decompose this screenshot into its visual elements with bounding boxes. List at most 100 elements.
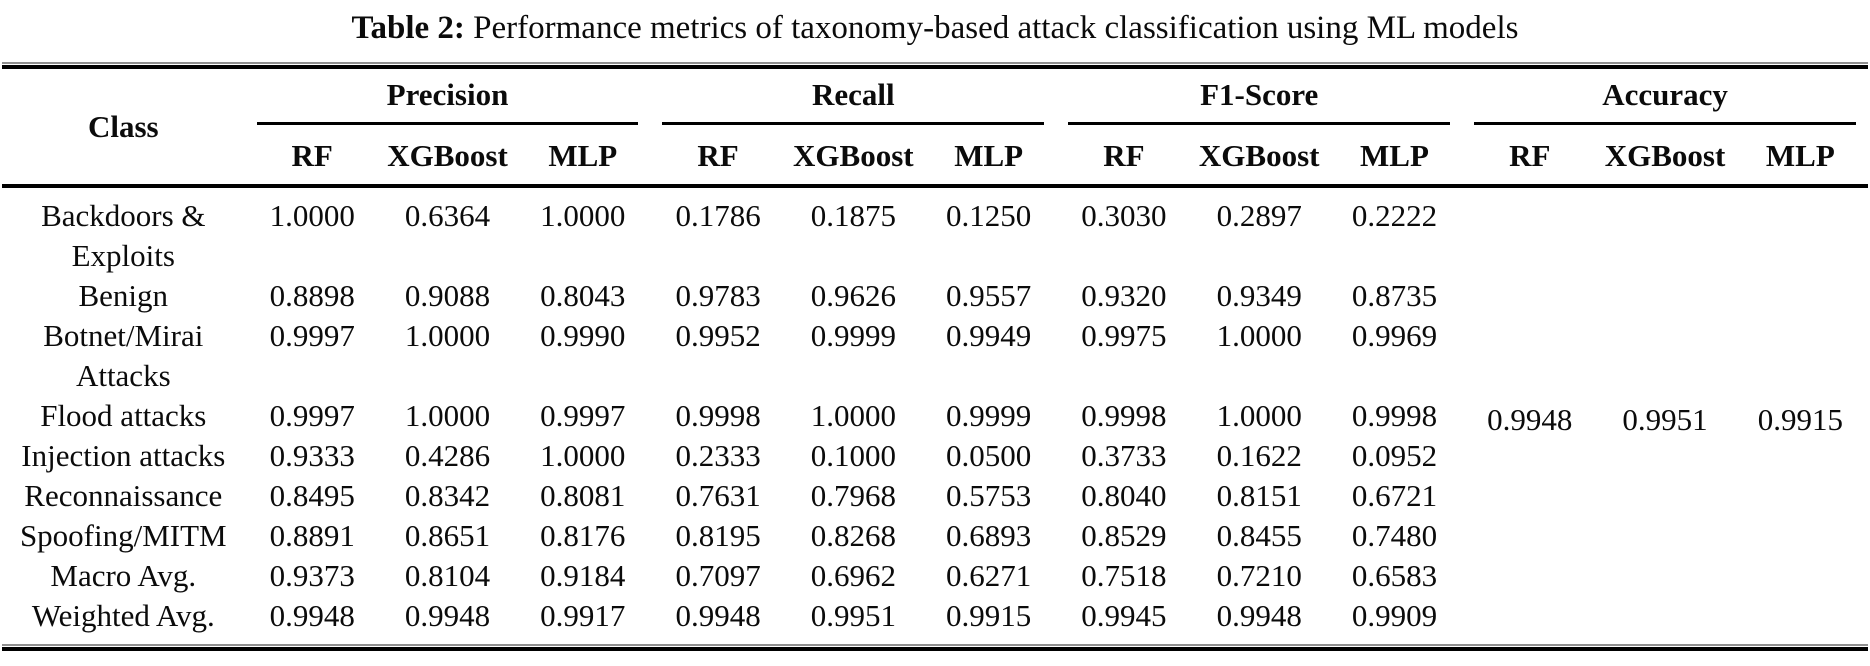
table-row: Flood attacks 0.9997 1.0000 0.9997 0.9998 1.0… [2, 396, 1868, 436]
metric-cell: 0.1250 [946, 198, 1032, 233]
table-bottom-rule [2, 644, 1868, 651]
metric-cell: 0.9333 [269, 438, 355, 473]
table-row: Injection attacks 0.9333 0.4286 1.0000 0.233… [2, 436, 1868, 476]
metric-cell: 0.6721 [1351, 478, 1438, 513]
metric-cell: 0.9990 [540, 318, 626, 353]
metric-cell: 0.9915 [946, 598, 1032, 633]
metric-cell: 0.1875 [810, 198, 896, 233]
metric-cell: 0.0952 [1351, 438, 1438, 473]
column-header-class: Class [2, 69, 245, 188]
metric-cell: 0.5753 [946, 478, 1032, 513]
metric-cell: 0.8043 [540, 278, 626, 313]
metric-cell: 0.9998 [1351, 398, 1438, 433]
metric-cell: 0.4286 [404, 438, 491, 473]
model-header-recall-mlp: MLP [920, 125, 1057, 188]
metric-cell: 0.9999 [946, 398, 1032, 433]
class-cell: Botnet/Mirai Attacks [43, 318, 204, 393]
metric-cell: 0.9951 [810, 598, 896, 633]
metric-cell: 1.0000 [269, 198, 355, 233]
accuracy-cell: 0.9948 [1487, 402, 1573, 437]
metric-cell: 0.9373 [269, 558, 355, 593]
class-cell: Benign [78, 278, 169, 313]
metric-cell: 0.8268 [810, 518, 896, 553]
metric-cell: 0.9320 [1081, 278, 1167, 313]
model-header-precision-mlp: MLP [515, 125, 651, 188]
metric-cell: 0.8104 [404, 558, 491, 593]
metric-cell: 1.0000 [404, 398, 491, 433]
metric-cell: 0.9948 [1216, 598, 1302, 633]
metric-cell: 0.1000 [810, 438, 896, 473]
metric-cell: 0.9948 [269, 598, 355, 633]
metric-cell: 0.8898 [269, 278, 355, 313]
table-row: Macro Avg. 0.9373 0.8104 0.9184 0.7097 0.6962… [2, 556, 1868, 596]
metric-cell: 0.9949 [946, 318, 1032, 353]
metric-cell: 0.9349 [1216, 278, 1302, 313]
class-cell: Reconnaissance [24, 478, 223, 513]
table-row: Botnet/Mirai Attacks 0.9997 1.0000 0.9990 0.… [2, 316, 1868, 396]
metric-cell: 0.9997 [269, 318, 355, 353]
metric-cell: 0.2333 [675, 438, 761, 473]
model-header-recall-xgboost: XGBoost [785, 125, 921, 188]
metric-cell: 0.8342 [404, 478, 491, 513]
metric-cell: 0.9948 [404, 598, 491, 633]
metric-cell: 0.0500 [946, 438, 1032, 473]
model-header-accuracy-rf: RF [1462, 125, 1598, 188]
model-header-f1-score-rf: RF [1056, 125, 1192, 188]
metric-cell: 0.9917 [540, 598, 626, 633]
group-header-row: Class Precision Recall F1-Score Accuracy [2, 69, 1868, 188]
metric-cell: 0.9998 [675, 398, 761, 433]
metric-cell: 0.8891 [269, 518, 355, 553]
group-header-f1-score-label: F1-Score [1068, 77, 1451, 125]
accuracy-cell: 0.9915 [1757, 402, 1843, 437]
metric-cell: 0.6583 [1351, 558, 1438, 593]
metric-cell: 0.9948 [675, 598, 761, 633]
table-row: Weighted Avg. 0.9948 0.9948 0.9917 0.9948 0.9… [2, 596, 1868, 644]
model-header-precision-rf: RF [244, 125, 380, 188]
metrics-table: Class Precision Recall F1-Score Accuracy… [2, 69, 1868, 644]
metric-cell: 0.9909 [1351, 598, 1438, 633]
metric-cell: 0.8529 [1081, 518, 1167, 553]
model-header-f1-score-mlp: MLP [1326, 125, 1463, 188]
metric-cell: 0.8195 [675, 518, 761, 553]
metric-cell: 0.3733 [1081, 438, 1167, 473]
metric-cell: 0.7210 [1216, 558, 1302, 593]
class-cell: Spoofing/MITM [19, 518, 227, 553]
table-body: Backdoors & Exploits 1.0000 0.6364 1.0000 0.… [2, 186, 1868, 644]
metric-cell: 1.0000 [1216, 398, 1302, 433]
metric-cell: 0.7631 [675, 478, 761, 513]
table-caption-label: Table 2: [351, 10, 465, 46]
metric-cell: 0.6962 [810, 558, 896, 593]
metric-cell: 0.9999 [810, 318, 896, 353]
class-cell: Backdoors & Exploits [41, 198, 206, 273]
metric-cell: 0.9184 [540, 558, 626, 593]
table-caption: Table 2: Performance metrics of taxonomy… [0, 4, 1870, 62]
metric-cell: 0.9557 [946, 278, 1032, 313]
metric-cell: 0.9997 [269, 398, 355, 433]
table-row: Reconnaissance 0.8495 0.8342 0.8081 0.7631 0.… [2, 476, 1868, 516]
metric-cell: 0.8151 [1216, 478, 1302, 513]
metric-cell: 0.6364 [404, 198, 491, 233]
class-cell: Injection attacks [21, 438, 226, 473]
metric-cell: 0.9088 [404, 278, 491, 313]
metric-cell: 0.7097 [675, 558, 761, 593]
metric-cell: 0.9975 [1081, 318, 1167, 353]
metric-cell: 0.1622 [1216, 438, 1302, 473]
group-header-accuracy: Accuracy [1462, 69, 1868, 125]
metric-cell: 1.0000 [404, 318, 491, 353]
metric-cell: 0.8455 [1216, 518, 1302, 553]
metric-cell: 0.7518 [1081, 558, 1167, 593]
model-header-recall-rf: RF [650, 125, 786, 188]
metric-cell: 0.9783 [675, 278, 761, 313]
metric-cell: 0.9997 [540, 398, 626, 433]
metric-cell: 0.7968 [810, 478, 896, 513]
metric-cell: 0.2222 [1351, 198, 1438, 233]
metric-cell: 0.8495 [269, 478, 355, 513]
metric-cell: 0.9998 [1081, 398, 1167, 433]
metric-cell: 0.3030 [1081, 198, 1167, 233]
class-cell: Weighted Avg. [31, 598, 215, 633]
metric-cell: 0.6893 [946, 518, 1032, 553]
metric-cell: 0.7480 [1351, 518, 1438, 553]
model-header-precision-xgboost: XGBoost [379, 125, 516, 188]
metric-cell: 0.6271 [946, 558, 1032, 593]
metric-cell: 0.9626 [810, 278, 896, 313]
